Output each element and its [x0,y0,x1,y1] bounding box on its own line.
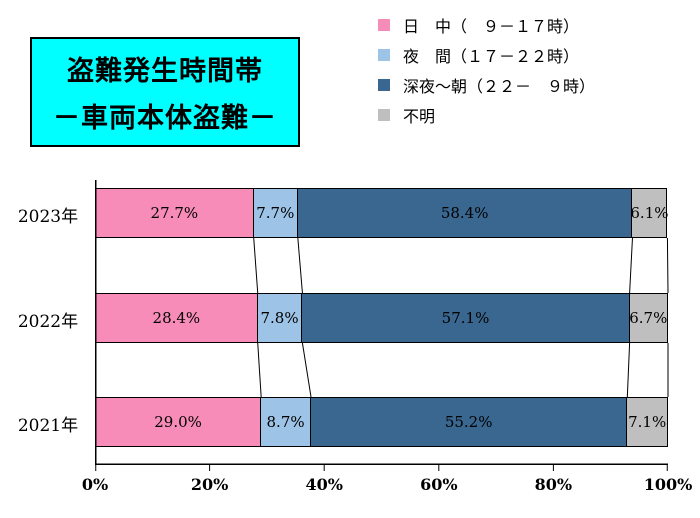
bar-value-label: 7.7% [256,204,295,222]
bar-segment: 55.2% [310,397,628,447]
bar-segment: 6.7% [628,293,668,343]
legend-label: 夜 間（１７－２２時） [403,47,580,66]
bar-value-label: 6.7% [629,309,668,327]
legend-item: 不明 [378,100,595,130]
bar-value-label: 7.1% [628,413,667,431]
bar-segment: 7.7% [252,188,298,238]
bar-value-label: 27.7% [150,204,199,222]
legend-label: 日 中（ ９－１７時） [403,17,580,36]
series-connector-line [629,237,633,294]
bar-segment: 58.4% [296,188,633,238]
chart-title-line1: 盗難発生時間帯 [67,56,263,87]
legend-label: 不明 [403,107,436,126]
bar-segment: 57.1% [301,293,630,343]
series-connector-line [297,237,303,294]
x-axis-tick-label: 80% [534,475,573,494]
legend-swatch [378,49,390,61]
series-connector-line [666,237,669,294]
bar-value-label: 57.1% [441,309,490,327]
legend: 日 中（ ９－１７時） 夜 間（１７－２２時） 深夜～朝（２２－ ９時） 不明 [378,10,595,130]
bar-value-label: 28.4% [152,309,201,327]
series-connector-line [257,342,262,398]
chart-title-box: 盗難発生時間帯 －車両本体盗難－ [30,37,300,147]
bar-value-label: 7.8% [260,309,299,327]
y-axis-label: 2021年 [17,416,79,436]
bar-value-label: 58.4% [440,204,489,222]
bar-segment: 27.7% [95,188,254,238]
legend-label: 深夜～朝（２２－ ９時） [403,77,596,96]
series-connector-line [253,237,259,294]
bar-value-label: 6.1% [630,204,669,222]
legend-swatch [378,79,390,91]
chart-title-line2: －車両本体盗難－ [53,103,277,134]
legend-swatch [378,19,390,31]
x-axis-tick-label: 20% [190,475,229,494]
y-axis-label: 2023年 [17,207,79,227]
series-connector-line [301,342,312,398]
series-connector-line [626,342,631,398]
bar-segment: 28.4% [95,293,258,343]
bar-segment: 7.8% [256,293,303,343]
x-axis-tick-label: 40% [305,475,343,494]
bar-value-label: 8.7% [266,413,305,431]
plot-area: 27.7% 7.7% 58.4% 6.1% 28.4% 7.8% 57.1% 6.7% 29.0… [95,180,669,471]
legend-swatch [378,109,390,121]
legend-item: 深夜～朝（２２－ ９時） [378,70,595,100]
x-axis-tick-label: 100% [643,475,693,494]
bar-segment: 6.1% [630,188,669,238]
bar-segment: 29.0% [95,397,262,447]
x-axis-tick-label: 60% [420,475,458,494]
bar-value-label: 55.2% [444,413,493,431]
x-axis-tick-label: 0% [81,475,109,494]
bar-segment: 7.1% [626,397,668,447]
bar-value-label: 29.0% [154,413,202,431]
legend-item: 日 中（ ９－１７時） [378,10,595,40]
y-axis-label: 2022年 [17,312,79,332]
legend-item: 夜 間（１７－２２時） [378,40,595,70]
bar-segment: 8.7% [260,397,311,447]
